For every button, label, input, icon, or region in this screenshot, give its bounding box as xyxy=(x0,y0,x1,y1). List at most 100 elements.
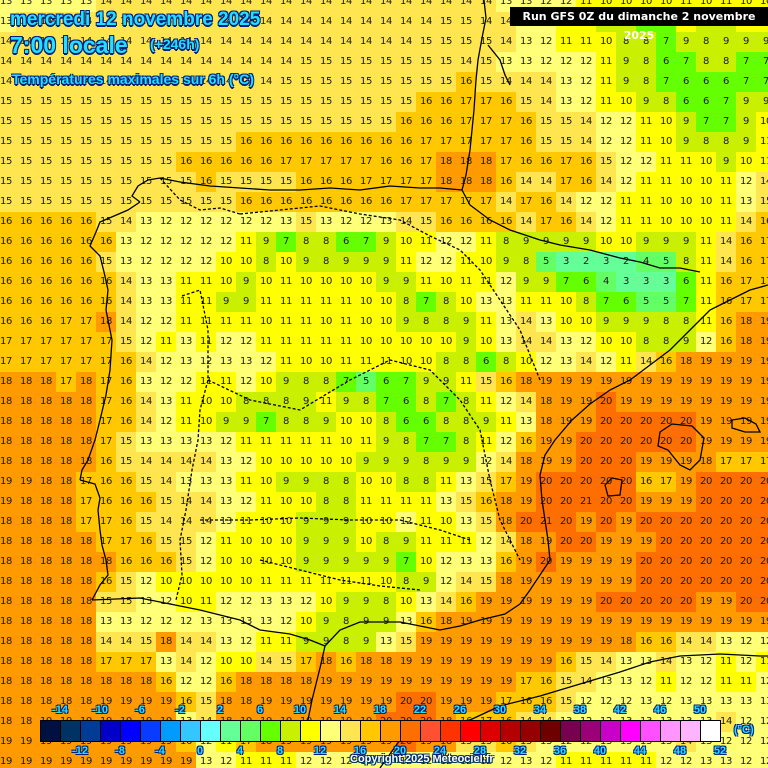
temperature-value: 17 xyxy=(539,216,553,227)
temperature-value: 8 xyxy=(462,416,470,427)
temperature-value: 14 xyxy=(739,216,753,227)
temperature-value: 18 xyxy=(739,316,753,327)
temperature-value: 20 xyxy=(759,576,768,587)
temperature-value: 16 xyxy=(499,176,513,187)
temperature-value: 10 xyxy=(319,316,333,327)
temperature-value: 18 xyxy=(79,656,93,667)
temperature-value: 10 xyxy=(339,436,353,447)
temperature-value: 16 xyxy=(199,156,213,167)
temperature-value: 6 xyxy=(342,236,350,247)
temperature-value: 8 xyxy=(422,476,430,487)
temperature-value: 18 xyxy=(539,416,553,427)
temperature-value: 15 xyxy=(99,116,113,127)
temperature-cell xyxy=(236,0,256,12)
legend-tick-label: 26 xyxy=(453,704,467,716)
temperature-value: 19 xyxy=(539,456,553,467)
temperature-value: 21 xyxy=(579,496,593,507)
temperature-value: 15 xyxy=(299,96,313,107)
temperature-value: 16 xyxy=(299,136,313,147)
temperature-value: 16 xyxy=(659,636,673,647)
temperature-value: 10 xyxy=(319,596,333,607)
temperature-cell xyxy=(596,52,616,72)
temperature-value: 19 xyxy=(579,596,593,607)
temperature-value: 12 xyxy=(239,496,253,507)
temperature-cell xyxy=(56,92,76,112)
legend-swatch xyxy=(81,721,101,741)
temperature-value: 17 xyxy=(499,116,513,127)
temperature-value: 19 xyxy=(599,376,613,387)
temperature-value: 17 xyxy=(119,536,133,547)
temperature-value: 9 xyxy=(522,276,530,287)
temperature-value: 19 xyxy=(639,616,653,627)
temperature-cell xyxy=(56,192,76,212)
temperature-cell xyxy=(316,12,336,32)
temperature-value: 19 xyxy=(19,736,33,747)
temperature-value: 10 xyxy=(359,476,373,487)
temperature-value: 16 xyxy=(439,216,453,227)
temperature-value: 16 xyxy=(119,356,133,367)
temperature-cell xyxy=(176,232,196,252)
temperature-cell xyxy=(736,212,756,232)
temperature-value: 10 xyxy=(439,516,453,527)
temperature-value: 15 xyxy=(39,116,53,127)
temperature-value: 19 xyxy=(759,616,768,627)
temperature-value: 18 xyxy=(79,676,93,687)
temperature-value: 16 xyxy=(59,236,73,247)
temperature-cell xyxy=(56,12,76,32)
temperature-value: 12 xyxy=(619,116,633,127)
temperature-value: 12 xyxy=(139,576,153,587)
temperature-value: 14 xyxy=(199,516,213,527)
temperature-value: 15 xyxy=(539,116,553,127)
temperature-value: 9 xyxy=(382,616,390,627)
temperature-value: 14 xyxy=(499,16,513,27)
legend-swatch xyxy=(341,721,361,741)
temperature-value: 14 xyxy=(179,656,193,667)
temperature-value: 15 xyxy=(219,196,233,207)
legend-tick-label: 44 xyxy=(633,745,647,757)
temperature-value: 17 xyxy=(19,356,33,367)
temperature-cell xyxy=(196,12,216,32)
temperature-value: 14 xyxy=(599,656,613,667)
temperature-cell xyxy=(56,312,76,332)
temperature-value: 14 xyxy=(179,36,193,47)
temperature-value: 18 xyxy=(499,516,513,527)
temperature-value: 14 xyxy=(139,16,153,27)
temperature-value: 18 xyxy=(519,376,533,387)
temperature-cell xyxy=(196,72,216,92)
legend-swatch xyxy=(541,721,561,741)
temperature-value: 17 xyxy=(419,136,433,147)
temperature-value: 9 xyxy=(322,516,330,527)
temperature-value: 18 xyxy=(159,636,173,647)
temperature-value: 15 xyxy=(299,216,313,227)
temperature-value: 12 xyxy=(579,76,593,87)
temperature-value: 16 xyxy=(479,496,493,507)
temperature-value: 16 xyxy=(499,216,513,227)
temperature-value: 8 xyxy=(302,376,310,387)
temperature-value: 15 xyxy=(359,56,373,67)
temperature-value: 16 xyxy=(519,156,533,167)
temperature-value: 14 xyxy=(319,36,333,47)
temperature-value: 20 xyxy=(679,516,693,527)
temperature-cell xyxy=(316,92,336,112)
temperature-value: 10 xyxy=(219,396,233,407)
temperature-value: 19 xyxy=(519,476,533,487)
temperature-value: 10 xyxy=(379,296,393,307)
temperature-value: 18 xyxy=(0,696,13,707)
temperature-value: 15 xyxy=(99,216,113,227)
temperature-value: 11 xyxy=(239,516,253,527)
temperature-value: 14 xyxy=(39,16,53,27)
temperature-value: 12 xyxy=(539,36,553,47)
temperature-value: 19 xyxy=(759,336,768,347)
temperature-cell xyxy=(0,212,16,232)
temperature-value: 19 xyxy=(19,756,33,767)
temperature-cell xyxy=(0,292,16,312)
temperature-value: 18 xyxy=(439,156,453,167)
temperature-value: 18 xyxy=(59,656,73,667)
temperature-cell xyxy=(596,92,616,112)
temperature-value: 14 xyxy=(99,636,113,647)
temperature-cell xyxy=(756,172,768,192)
temperature-cell xyxy=(156,12,176,32)
temperature-value: 18 xyxy=(0,536,13,547)
temperature-value: 9 xyxy=(442,376,450,387)
temperature-value: 11 xyxy=(399,496,413,507)
